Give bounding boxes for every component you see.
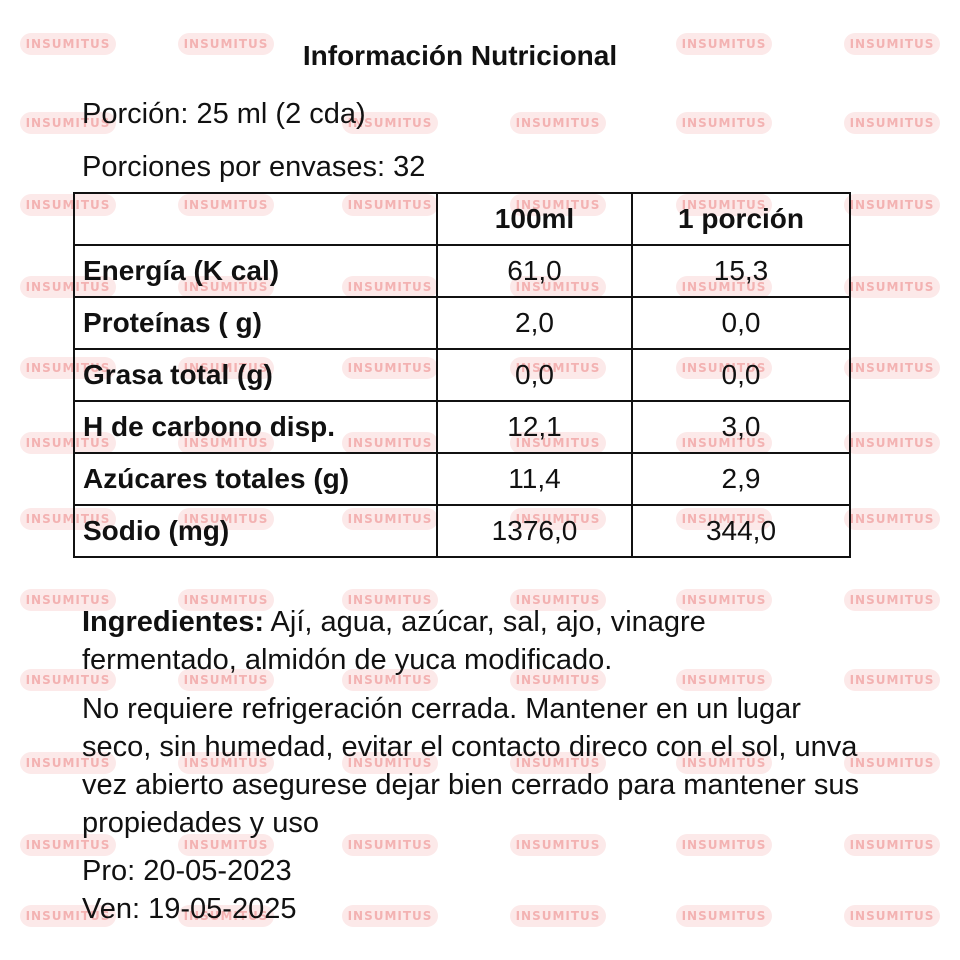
nutrient-label: Sodio (mg) bbox=[73, 504, 438, 558]
nutrient-label: Energía (K cal) bbox=[73, 244, 438, 298]
value-per-100ml: 12,1 bbox=[436, 400, 633, 454]
nutrient-label: Proteínas ( g) bbox=[73, 296, 438, 350]
header-per-serving: 1 porción bbox=[631, 192, 851, 246]
table-row: Proteínas ( g) 2,0 0,0 bbox=[73, 296, 851, 350]
value-per-serving: 15,3 bbox=[631, 244, 851, 298]
nutrient-label: Grasa total (g) bbox=[73, 348, 438, 402]
table-row: Grasa total (g) 0,0 0,0 bbox=[73, 348, 851, 402]
production-date: Pro: 20-05-2023 bbox=[82, 855, 292, 887]
table-header-row: 100ml 1 porción bbox=[73, 192, 851, 246]
servings-per-container: Porciones por envases: 32 bbox=[82, 151, 426, 183]
value-per-100ml: 11,4 bbox=[436, 452, 633, 506]
value-per-serving: 3,0 bbox=[631, 400, 851, 454]
value-per-100ml: 61,0 bbox=[436, 244, 633, 298]
value-per-serving: 0,0 bbox=[631, 296, 851, 350]
nutrient-label: Azúcares totales (g) bbox=[73, 452, 438, 506]
ingredients-label: Ingredientes: bbox=[82, 606, 265, 638]
ingredients-paragraph: Ingredientes: Ají, agua, azúcar, sal, aj… bbox=[82, 603, 862, 679]
value-per-100ml: 2,0 bbox=[436, 296, 633, 350]
value-per-serving: 2,9 bbox=[631, 452, 851, 506]
nutrient-label: H de carbono disp. bbox=[73, 400, 438, 454]
storage-instructions: No requiere refrigeración cerrada. Mante… bbox=[82, 693, 860, 839]
table-row: H de carbono disp. 12,1 3,0 bbox=[73, 400, 851, 454]
table-row: Energía (K cal) 61,0 15,3 bbox=[73, 244, 851, 298]
value-per-100ml: 0,0 bbox=[436, 348, 633, 402]
table-row: Azúcares totales (g) 11,4 2,9 bbox=[73, 452, 851, 506]
value-per-serving: 0,0 bbox=[631, 348, 851, 402]
serving-size: Porción: 25 ml (2 cda) bbox=[82, 98, 366, 130]
nutrition-table: 100ml 1 porción Energía (K cal) 61,0 15,… bbox=[73, 192, 851, 558]
ingredients-text: Ají, agua, azúcar, sal, ajo, vinagre fer… bbox=[82, 606, 706, 676]
value-per-100ml: 1376,0 bbox=[436, 504, 633, 558]
label-title: Información Nutricional bbox=[302, 40, 618, 71]
table-row: Sodio (mg) 1376,0 344,0 bbox=[73, 504, 851, 558]
header-nutrient bbox=[73, 192, 438, 246]
value-per-serving: 344,0 bbox=[631, 504, 851, 558]
expiry-date: Ven: 19-05-2025 bbox=[82, 893, 297, 925]
header-per-100ml: 100ml bbox=[436, 192, 633, 246]
